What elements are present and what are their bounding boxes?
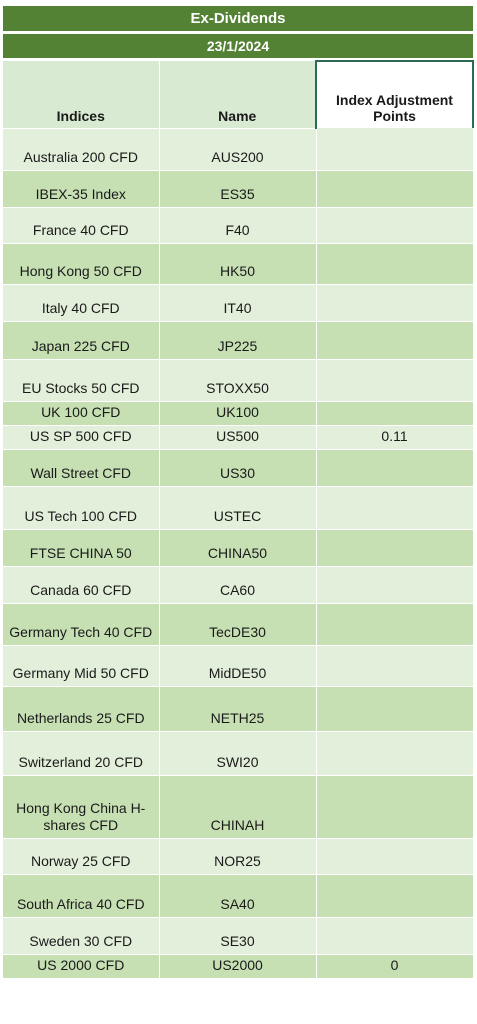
index-cell: South Africa 40 CFD <box>3 874 160 918</box>
points-cell <box>316 529 474 567</box>
name-cell: SA40 <box>159 874 317 918</box>
name-cell: CHINAH <box>159 775 317 839</box>
date-bar: 23/1/2024 <box>3 34 473 58</box>
index-cell: FTSE CHINA 50 <box>3 529 160 567</box>
table-row: Norway 25 CFD NOR25 <box>3 838 474 875</box>
name-cell: NETH25 <box>159 686 317 732</box>
index-cell: Italy 40 CFD <box>3 284 160 322</box>
table-row: Canada 60 CFD CA60 <box>3 566 474 604</box>
name-cell: F40 <box>159 207 317 244</box>
table-row: Wall Street CFD US30 <box>3 449 474 487</box>
index-cell: Canada 60 CFD <box>3 566 160 604</box>
name-cell: USTEC <box>159 486 317 530</box>
points-cell <box>316 321 474 360</box>
name-cell: STOXX50 <box>159 359 317 402</box>
points-cell <box>316 359 474 402</box>
column-header-indices: Indices <box>3 61 160 129</box>
index-cell: Japan 225 CFD <box>3 321 160 360</box>
table-row: US Tech 100 CFD USTEC <box>3 486 474 530</box>
index-cell: UK 100 CFD <box>3 401 160 426</box>
ex-dividends-table: Indices Name Index Adjustment Points Aus… <box>3 60 474 979</box>
name-cell: TecDE30 <box>159 603 317 646</box>
table-row: France 40 CFD F40 <box>3 207 474 244</box>
name-cell: JP225 <box>159 321 317 360</box>
table-row: Germany Tech 40 CFD TecDE30 <box>3 603 474 646</box>
index-cell: Germany Mid 50 CFD <box>3 645 160 687</box>
points-cell: 0.11 <box>316 425 474 450</box>
table-row: Italy 40 CFD IT40 <box>3 284 474 322</box>
table-row: Japan 225 CFD JP225 <box>3 321 474 360</box>
points-cell <box>316 838 474 875</box>
index-cell: Norway 25 CFD <box>3 838 160 875</box>
points-cell <box>316 731 474 776</box>
name-cell: SWI20 <box>159 731 317 776</box>
index-cell: IBEX-35 Index <box>3 170 160 208</box>
table-row: Switzerland 20 CFD SWI20 <box>3 731 474 776</box>
table-row: FTSE CHINA 50 CHINA50 <box>3 529 474 567</box>
table-row: Hong Kong China H-shares CFD CHINAH <box>3 775 474 839</box>
name-cell: US30 <box>159 449 317 487</box>
table-row: IBEX-35 Index ES35 <box>3 170 474 208</box>
points-cell: 0 <box>316 954 474 979</box>
points-cell <box>316 128 474 171</box>
points-cell <box>316 917 474 955</box>
name-cell: IT40 <box>159 284 317 322</box>
points-cell <box>316 207 474 244</box>
index-cell: Hong Kong China H-shares CFD <box>3 775 160 839</box>
index-cell: Switzerland 20 CFD <box>3 731 160 776</box>
table-row: Hong Kong 50 CFD HK50 <box>3 243 474 285</box>
table-row: Sweden 30 CFD SE30 <box>3 917 474 955</box>
table-row: South Africa 40 CFD SA40 <box>3 874 474 918</box>
points-cell <box>316 686 474 732</box>
name-cell: NOR25 <box>159 838 317 875</box>
name-cell: CA60 <box>159 566 317 604</box>
column-header-adjustment-points: Index Adjustment Points <box>315 60 474 128</box>
index-cell: US SP 500 CFD <box>3 425 160 450</box>
table-row: Australia 200 CFD AUS200 <box>3 128 474 171</box>
name-cell: AUS200 <box>159 128 317 171</box>
index-cell: EU Stocks 50 CFD <box>3 359 160 402</box>
points-cell <box>316 486 474 530</box>
index-cell: Australia 200 CFD <box>3 128 160 171</box>
index-cell: Wall Street CFD <box>3 449 160 487</box>
points-cell <box>316 566 474 604</box>
name-cell: ES35 <box>159 170 317 208</box>
points-cell <box>316 775 474 839</box>
table-row: Netherlands 25 CFD NETH25 <box>3 686 474 732</box>
column-header-name: Name <box>159 61 317 129</box>
table-row: US SP 500 CFD US500 0.11 <box>3 425 474 450</box>
title-bar: Ex-Dividends <box>3 6 473 31</box>
table-row: US 2000 CFD US2000 0 <box>3 954 474 979</box>
points-cell <box>316 243 474 285</box>
index-cell: Germany Tech 40 CFD <box>3 603 160 646</box>
index-cell: US Tech 100 CFD <box>3 486 160 530</box>
points-cell <box>316 170 474 208</box>
name-cell: US500 <box>159 425 317 450</box>
name-cell: UK100 <box>159 401 317 426</box>
points-cell <box>316 874 474 918</box>
points-cell <box>316 645 474 687</box>
index-cell: US 2000 CFD <box>3 954 160 979</box>
table-row: Germany Mid 50 CFD MidDE50 <box>3 645 474 687</box>
name-cell: SE30 <box>159 917 317 955</box>
table-row: EU Stocks 50 CFD STOXX50 <box>3 359 474 402</box>
name-cell: MidDE50 <box>159 645 317 687</box>
name-cell: US2000 <box>159 954 317 979</box>
name-cell: HK50 <box>159 243 317 285</box>
index-cell: Hong Kong 50 CFD <box>3 243 160 285</box>
name-cell: CHINA50 <box>159 529 317 567</box>
index-cell: Netherlands 25 CFD <box>3 686 160 732</box>
points-cell <box>316 449 474 487</box>
points-cell <box>316 401 474 426</box>
index-cell: Sweden 30 CFD <box>3 917 160 955</box>
points-cell <box>316 603 474 646</box>
points-cell <box>316 284 474 322</box>
header-row: Indices Name Index Adjustment Points <box>3 60 474 129</box>
index-cell: France 40 CFD <box>3 207 160 244</box>
table-row: UK 100 CFD UK100 <box>3 401 474 426</box>
